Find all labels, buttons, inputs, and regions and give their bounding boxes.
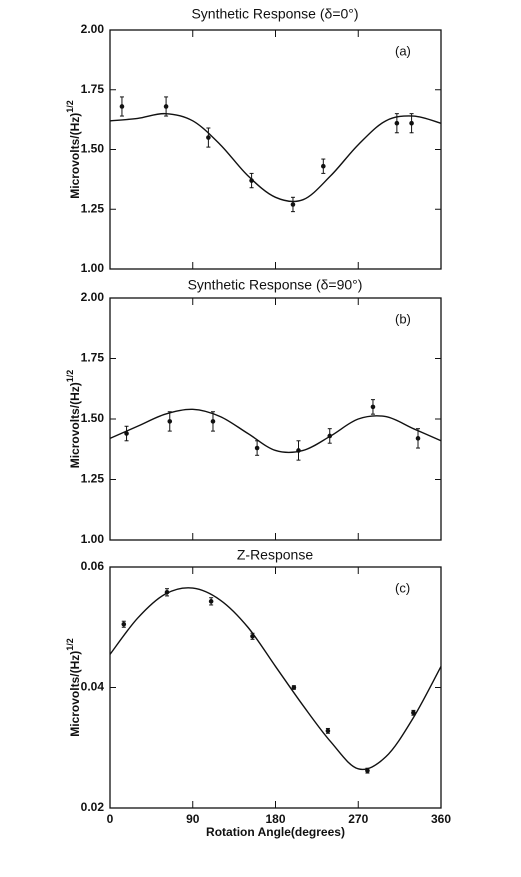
y-tick-label: 1.00 <box>81 261 105 275</box>
x-tick-label: 360 <box>431 812 451 826</box>
data-point <box>206 135 211 140</box>
y-tick-label: 1.25 <box>81 472 105 486</box>
fit-curve <box>109 112 442 203</box>
data-point <box>163 104 169 109</box>
x-tick-label: 270 <box>348 812 368 826</box>
y-tick-label: 2.00 <box>81 22 105 36</box>
y-tick-label: 1.50 <box>81 411 105 425</box>
data-point <box>124 431 129 436</box>
y-tick-label: 0.06 <box>81 559 105 573</box>
plot-frame <box>109 566 442 809</box>
x-axis-label: Rotation Angle(degrees) <box>206 825 345 839</box>
panel-label: (c) <box>395 580 410 595</box>
panel-label: (a) <box>395 43 411 58</box>
data-point <box>210 419 216 424</box>
y-tick-label: 1.00 <box>81 532 105 546</box>
y-axis-label-sup: 1/2 <box>65 100 75 113</box>
data-point <box>394 120 400 126</box>
y-tick-label: 0.02 <box>81 800 105 814</box>
y-tick-label: 1.50 <box>81 142 105 156</box>
data-point <box>119 104 125 109</box>
y-axis-label: Microvolts/(Hz)1/2 <box>65 370 82 469</box>
x-tick-label: 180 <box>265 812 285 826</box>
x-tick-label: 90 <box>186 812 200 826</box>
data-point <box>370 404 376 410</box>
y-tick-label: 1.75 <box>81 351 105 365</box>
y-axis-label-sup: 1/2 <box>65 638 75 651</box>
plot-frame <box>109 297 442 541</box>
y-axis-label: Microvolts/(Hz)1/2 <box>65 100 82 199</box>
panel-label: (b) <box>395 311 411 326</box>
data-point <box>409 120 414 126</box>
data-point <box>254 445 260 451</box>
data-point <box>325 728 331 734</box>
chart-title: Synthetic Response (δ=0°) <box>191 6 358 22</box>
chart-title: Synthetic Response (δ=90°) <box>188 277 363 293</box>
fit-curve <box>109 408 442 454</box>
y-axis-label-text: Microvolts/(Hz) <box>68 113 82 199</box>
data-point <box>208 599 214 604</box>
data-point <box>291 685 297 690</box>
y-axis-label-text: Microvolts/(Hz) <box>68 651 82 737</box>
y-tick-label: 2.00 <box>81 290 105 304</box>
y-tick-label: 0.04 <box>81 680 105 694</box>
chart-title: Z-Response <box>237 547 313 563</box>
y-axis-label-text: Microvolts/(Hz) <box>68 382 82 468</box>
data-point <box>321 163 326 169</box>
y-axis-label: Microvolts/(Hz)1/2 <box>65 638 82 737</box>
data-point <box>121 621 127 627</box>
data-point <box>290 202 296 207</box>
fit-curve <box>109 587 442 771</box>
data-point <box>415 436 421 441</box>
y-tick-label: 1.75 <box>81 82 105 96</box>
x-tick-label: 0 <box>107 812 114 826</box>
y-axis-label-sup: 1/2 <box>65 370 75 383</box>
data-point <box>411 710 416 716</box>
y-tick-label: 1.25 <box>81 201 105 215</box>
plot-frame <box>109 29 442 270</box>
data-point <box>167 419 173 424</box>
